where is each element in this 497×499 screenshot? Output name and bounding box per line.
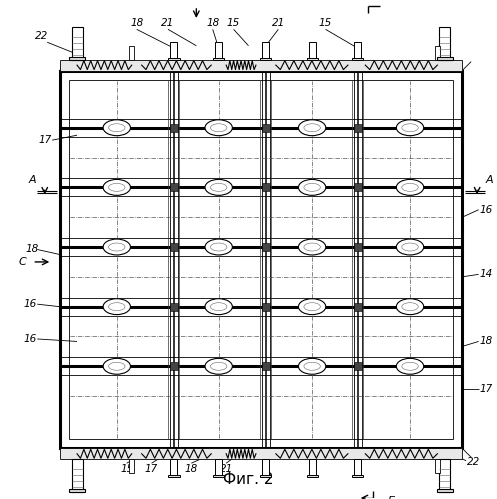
Ellipse shape xyxy=(103,299,130,314)
Text: Б: Б xyxy=(388,496,395,499)
Bar xyxy=(262,362,270,370)
Ellipse shape xyxy=(298,358,326,374)
Bar xyxy=(354,124,362,132)
Bar xyxy=(170,184,178,191)
Ellipse shape xyxy=(205,180,233,195)
Ellipse shape xyxy=(103,120,130,136)
Bar xyxy=(354,42,361,60)
Text: 21: 21 xyxy=(272,18,285,28)
Text: 18: 18 xyxy=(480,336,493,346)
Bar xyxy=(168,475,179,477)
Ellipse shape xyxy=(397,120,423,136)
Bar xyxy=(352,58,363,60)
Bar xyxy=(129,459,134,473)
Bar xyxy=(354,362,362,370)
Bar xyxy=(170,124,178,132)
Bar xyxy=(215,42,222,60)
Bar xyxy=(262,184,270,191)
Text: 18: 18 xyxy=(206,18,219,28)
Text: 16: 16 xyxy=(23,299,36,309)
Bar xyxy=(60,70,462,448)
Text: 21: 21 xyxy=(162,18,174,28)
Text: 18: 18 xyxy=(130,18,143,28)
Bar xyxy=(213,58,224,60)
Bar xyxy=(170,243,178,251)
Text: 16: 16 xyxy=(23,334,36,344)
Bar xyxy=(170,303,178,311)
Text: 17: 17 xyxy=(38,135,51,145)
Bar xyxy=(354,243,362,251)
Bar xyxy=(170,42,177,60)
Bar xyxy=(72,27,83,60)
Bar xyxy=(439,27,450,60)
Bar xyxy=(354,459,361,477)
Bar xyxy=(260,475,271,477)
Ellipse shape xyxy=(397,358,423,374)
Text: 17: 17 xyxy=(145,464,158,474)
Text: А: А xyxy=(486,175,494,185)
Bar xyxy=(170,362,178,370)
Bar xyxy=(437,57,453,60)
Text: 15: 15 xyxy=(227,18,240,28)
Bar xyxy=(72,459,83,492)
Bar xyxy=(69,489,85,492)
Bar xyxy=(170,459,177,477)
Ellipse shape xyxy=(205,299,233,314)
Bar xyxy=(262,42,269,60)
Text: 18: 18 xyxy=(26,245,39,254)
Bar xyxy=(354,303,362,311)
Ellipse shape xyxy=(298,299,326,314)
Bar xyxy=(309,459,316,477)
Ellipse shape xyxy=(397,299,423,314)
Bar xyxy=(437,489,453,492)
Text: С: С xyxy=(18,257,26,267)
Text: Фиг. 2: Фиг. 2 xyxy=(223,472,274,487)
Bar xyxy=(213,475,224,477)
Bar xyxy=(435,459,440,473)
Ellipse shape xyxy=(397,180,423,195)
Ellipse shape xyxy=(103,358,130,374)
Ellipse shape xyxy=(397,239,423,255)
Bar xyxy=(260,58,271,60)
Text: 21: 21 xyxy=(220,464,233,474)
Bar xyxy=(439,459,450,492)
Bar xyxy=(309,42,316,60)
Ellipse shape xyxy=(298,120,326,136)
Text: 15: 15 xyxy=(120,464,133,474)
Bar xyxy=(168,58,179,60)
Bar xyxy=(69,79,453,439)
Ellipse shape xyxy=(205,120,233,136)
Bar xyxy=(262,124,270,132)
Bar xyxy=(262,303,270,311)
Bar xyxy=(307,58,318,60)
Bar xyxy=(262,243,270,251)
Bar xyxy=(435,46,440,60)
Text: 18: 18 xyxy=(185,464,198,474)
Ellipse shape xyxy=(298,180,326,195)
Ellipse shape xyxy=(205,239,233,255)
Bar xyxy=(262,459,269,477)
Bar xyxy=(354,184,362,191)
Text: А: А xyxy=(28,175,36,185)
Text: 17: 17 xyxy=(480,384,493,394)
Text: 14: 14 xyxy=(480,269,493,279)
Text: 22: 22 xyxy=(35,31,48,41)
Ellipse shape xyxy=(298,239,326,255)
Bar xyxy=(307,475,318,477)
Bar xyxy=(60,448,462,459)
Text: 15: 15 xyxy=(319,18,332,28)
Bar xyxy=(60,60,462,70)
Ellipse shape xyxy=(103,180,130,195)
Bar xyxy=(352,475,363,477)
Bar xyxy=(129,46,134,60)
Text: 16: 16 xyxy=(480,205,493,215)
Text: 22: 22 xyxy=(467,457,481,467)
Bar xyxy=(215,459,222,477)
Ellipse shape xyxy=(205,358,233,374)
Bar xyxy=(69,57,85,60)
Ellipse shape xyxy=(103,239,130,255)
